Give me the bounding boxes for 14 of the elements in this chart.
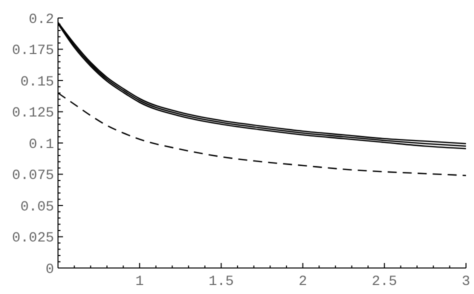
y-tick-label: 0.075: [12, 168, 54, 184]
y-tick-label: 0.025: [12, 230, 54, 247]
y-tick-label: 0.05: [20, 199, 54, 216]
y-tick-label: 0.175: [12, 43, 54, 60]
y-tick-label: 0.2: [28, 12, 54, 28]
y-tick-label: 0: [46, 262, 54, 278]
y-tick-label: 0.1: [28, 136, 54, 153]
x-tick-label: 2.5: [372, 274, 398, 290]
y-tick-label: 0.15: [20, 74, 54, 90]
x-tick-label: 1.5: [208, 274, 234, 290]
x-tick-label: 2: [298, 274, 308, 290]
x-tick-label: 1: [135, 274, 144, 290]
y-tick-label: 0.125: [12, 106, 54, 122]
x-tick-label: 3: [462, 274, 470, 290]
